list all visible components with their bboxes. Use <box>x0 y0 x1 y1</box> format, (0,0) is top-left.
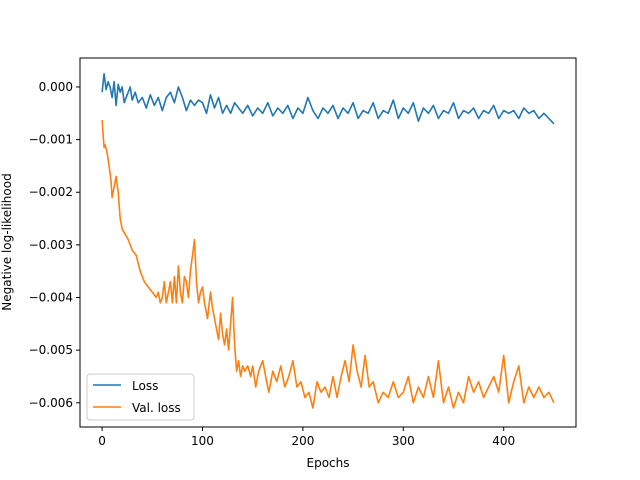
legend-label-loss: Loss <box>132 379 158 393</box>
x-tick-label: 300 <box>392 434 415 448</box>
x-tick-label: 100 <box>191 434 214 448</box>
y-tick-label: −0.003 <box>29 238 73 252</box>
y-tick-label: −0.006 <box>29 396 73 410</box>
x-axis-ticks: 0 100 200 300 400 <box>98 427 515 448</box>
plot-frame <box>79 57 577 428</box>
y-tick-label: −0.002 <box>29 185 73 199</box>
y-tick-label: −0.005 <box>29 343 73 357</box>
x-tick-label: 0 <box>98 434 106 448</box>
legend-label-val-loss: Val. loss <box>132 401 181 415</box>
series-line-loss <box>101 73 555 125</box>
legend: Loss Val. loss <box>86 373 195 421</box>
y-axis-ticks: −0.006 −0.005 −0.004 −0.003 −0.002 −0.001 0.00… <box>29 80 80 410</box>
y-axis-label: Negative log-likelihood <box>0 173 14 310</box>
x-tick-label: 400 <box>492 434 515 448</box>
y-tick-label: −0.001 <box>29 133 73 147</box>
x-tick-label: 200 <box>291 434 314 448</box>
y-tick-label: −0.004 <box>29 291 73 305</box>
series-layer <box>101 73 555 409</box>
y-tick-label: 0.000 <box>39 80 73 94</box>
series-line-val-loss <box>101 120 555 409</box>
x-axis-label: Epochs <box>307 456 350 470</box>
